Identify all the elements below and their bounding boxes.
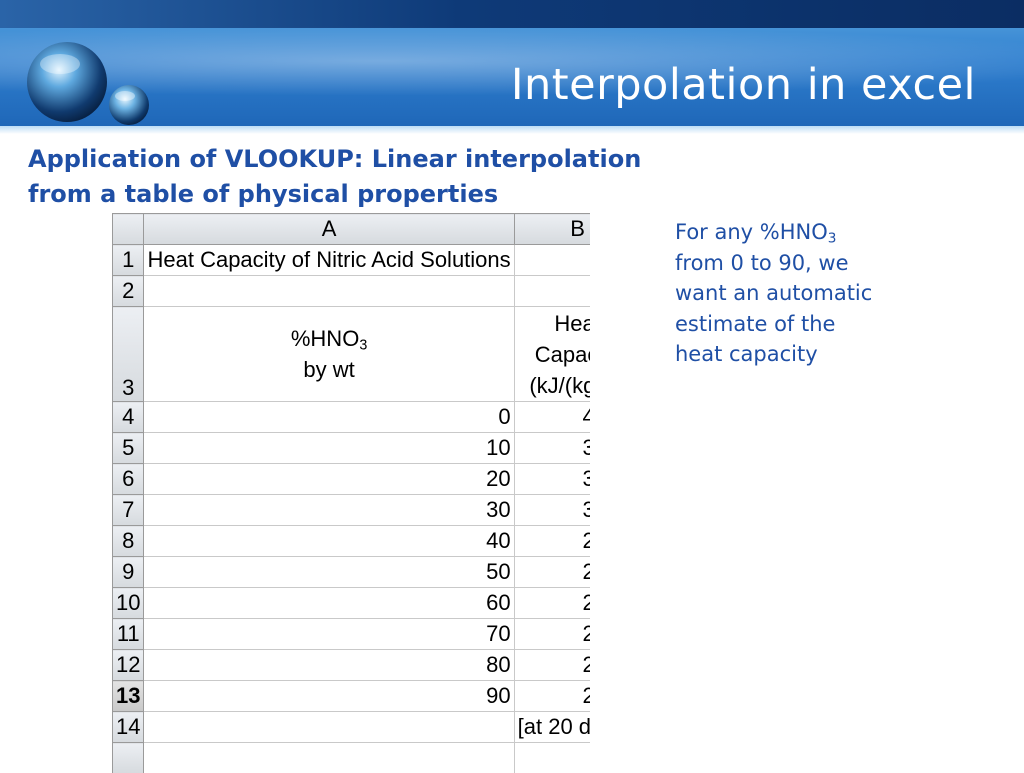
heading-subscript: 3 [359,338,367,354]
cell-percent-hno3[interactable]: 20 [144,464,514,495]
sphere-logo-icon [22,38,152,130]
cell-percent-hno3[interactable]: 60 [144,588,514,619]
row-header[interactable]: 9 [113,557,144,588]
cell-heat-capacity[interactable]: 3.391 [514,464,590,495]
page-title: Interpolation in excel [511,60,976,110]
cell-percent-hno3[interactable]: 0 [144,402,514,433]
cell-percent-hno3[interactable]: 10 [144,433,514,464]
heading-line: Heat [518,308,590,339]
cell-heat-capacity[interactable]: 3.056 [514,495,590,526]
cell-b14[interactable]: [at 20 degC] [514,712,590,743]
cell-heat-capacity[interactable]: 2.407 [514,650,590,681]
header-bottom-edge [0,126,1024,134]
heading-line: Capacity [518,339,590,370]
cell-percent-hno3[interactable]: 30 [144,495,514,526]
heading-line: (kJ/(kg*K) [518,370,590,401]
cell-a14[interactable] [144,712,514,743]
cell-heat-capacity[interactable]: 2.575 [514,619,590,650]
table-row: 1 Heat Capacity of Nitric Acid Solutions [113,245,591,276]
cell-b2[interactable] [514,276,590,307]
row-header[interactable]: 5 [113,433,144,464]
row-header[interactable]: 14 [113,712,144,743]
row-header[interactable]: 7 [113,495,144,526]
header-banner: Interpolation in excel [0,0,1024,134]
row-header[interactable]: 8 [113,526,144,557]
table-row: 14 [at 20 degC] [113,712,591,743]
table-row: 3 %HNO3 by wt Heat Capacity (kJ/(kg*K) [113,307,591,402]
slide-subtitle: Application of VLOOKUP: Linear interpola… [28,142,828,212]
side-note: For any %HNO3 from 0 to 90, we want an a… [675,217,975,370]
temperature-note: [at 20 degC] [518,714,590,739]
row-header[interactable]: 6 [113,464,144,495]
heading-line: %HNO3 [147,323,510,354]
cell-percent-hno3[interactable]: 70 [144,619,514,650]
subtitle-line-2: from a table of physical properties [28,177,828,212]
row-header[interactable]: 2 [113,276,144,307]
note-line-5: heat capacity [675,339,975,370]
column-heading-heat-capacity[interactable]: Heat Capacity (kJ/(kg*K) [514,307,590,402]
note-line-2: from 0 to 90, we [675,248,975,279]
cell-a2[interactable] [144,276,514,307]
cell-a15[interactable] [144,743,514,773]
cell-percent-hno3[interactable]: 80 [144,650,514,681]
cell-heat-capacity[interactable]: 4.187 [514,402,590,433]
table-row [113,743,591,773]
column-heading-percent-hno3[interactable]: %HNO3 by wt [144,307,514,402]
cell-b1[interactable] [514,245,590,276]
row-header[interactable]: 11 [113,619,144,650]
note-line-1: For any %HNO3 [675,217,975,248]
table-row: 2 [113,276,591,307]
cell-heat-capacity[interactable]: 2.156 [514,681,590,712]
row-header[interactable]: 12 [113,650,144,681]
table-row: 404.187 [113,402,591,433]
row-header[interactable]: 13 [113,681,144,712]
cell-heat-capacity[interactable]: 2.680 [514,588,590,619]
note-subscript: 3 [828,230,837,246]
cell-percent-hno3[interactable]: 40 [144,526,514,557]
cell-a1[interactable]: Heat Capacity of Nitric Acid Solutions [144,245,514,276]
column-header-a[interactable]: A [144,214,514,245]
spreadsheet: A B C D 1 Heat Capacity of Nitric Acid S… [112,213,590,773]
heading-text: %HNO [291,326,359,351]
cell-percent-hno3[interactable]: 50 [144,557,514,588]
cell-b15[interactable] [514,743,590,773]
row-header[interactable] [113,743,144,773]
row-header[interactable]: 10 [113,588,144,619]
cell-heat-capacity[interactable]: 3.768 [514,433,590,464]
row-header[interactable]: 4 [113,402,144,433]
column-header-b[interactable]: B [514,214,590,245]
table-title-text: Heat Capacity of Nitric Acid Solutions [147,247,510,272]
cell-percent-hno3[interactable]: 90 [144,681,514,712]
row-header[interactable]: 3 [113,307,144,402]
subtitle-line-1: Application of VLOOKUP: Linear interpola… [28,142,828,177]
heading-line: by wt [147,354,510,385]
note-text: For any %HNO [675,220,828,244]
data-rows: 404.1875103.7686203.3917303.0568402.8269… [113,402,591,712]
select-all-corner[interactable] [113,214,144,245]
note-line-3: want an automatic [675,278,975,309]
column-header-row: A B C D [113,214,591,245]
cell-heat-capacity[interactable]: 2.826 [514,526,590,557]
cell-heat-capacity[interactable]: 2.721 [514,557,590,588]
spreadsheet-grid: A B C D 1 Heat Capacity of Nitric Acid S… [112,213,590,773]
row-header[interactable]: 1 [113,245,144,276]
note-line-4: estimate of the [675,309,975,340]
header-top-strip [0,0,1024,28]
